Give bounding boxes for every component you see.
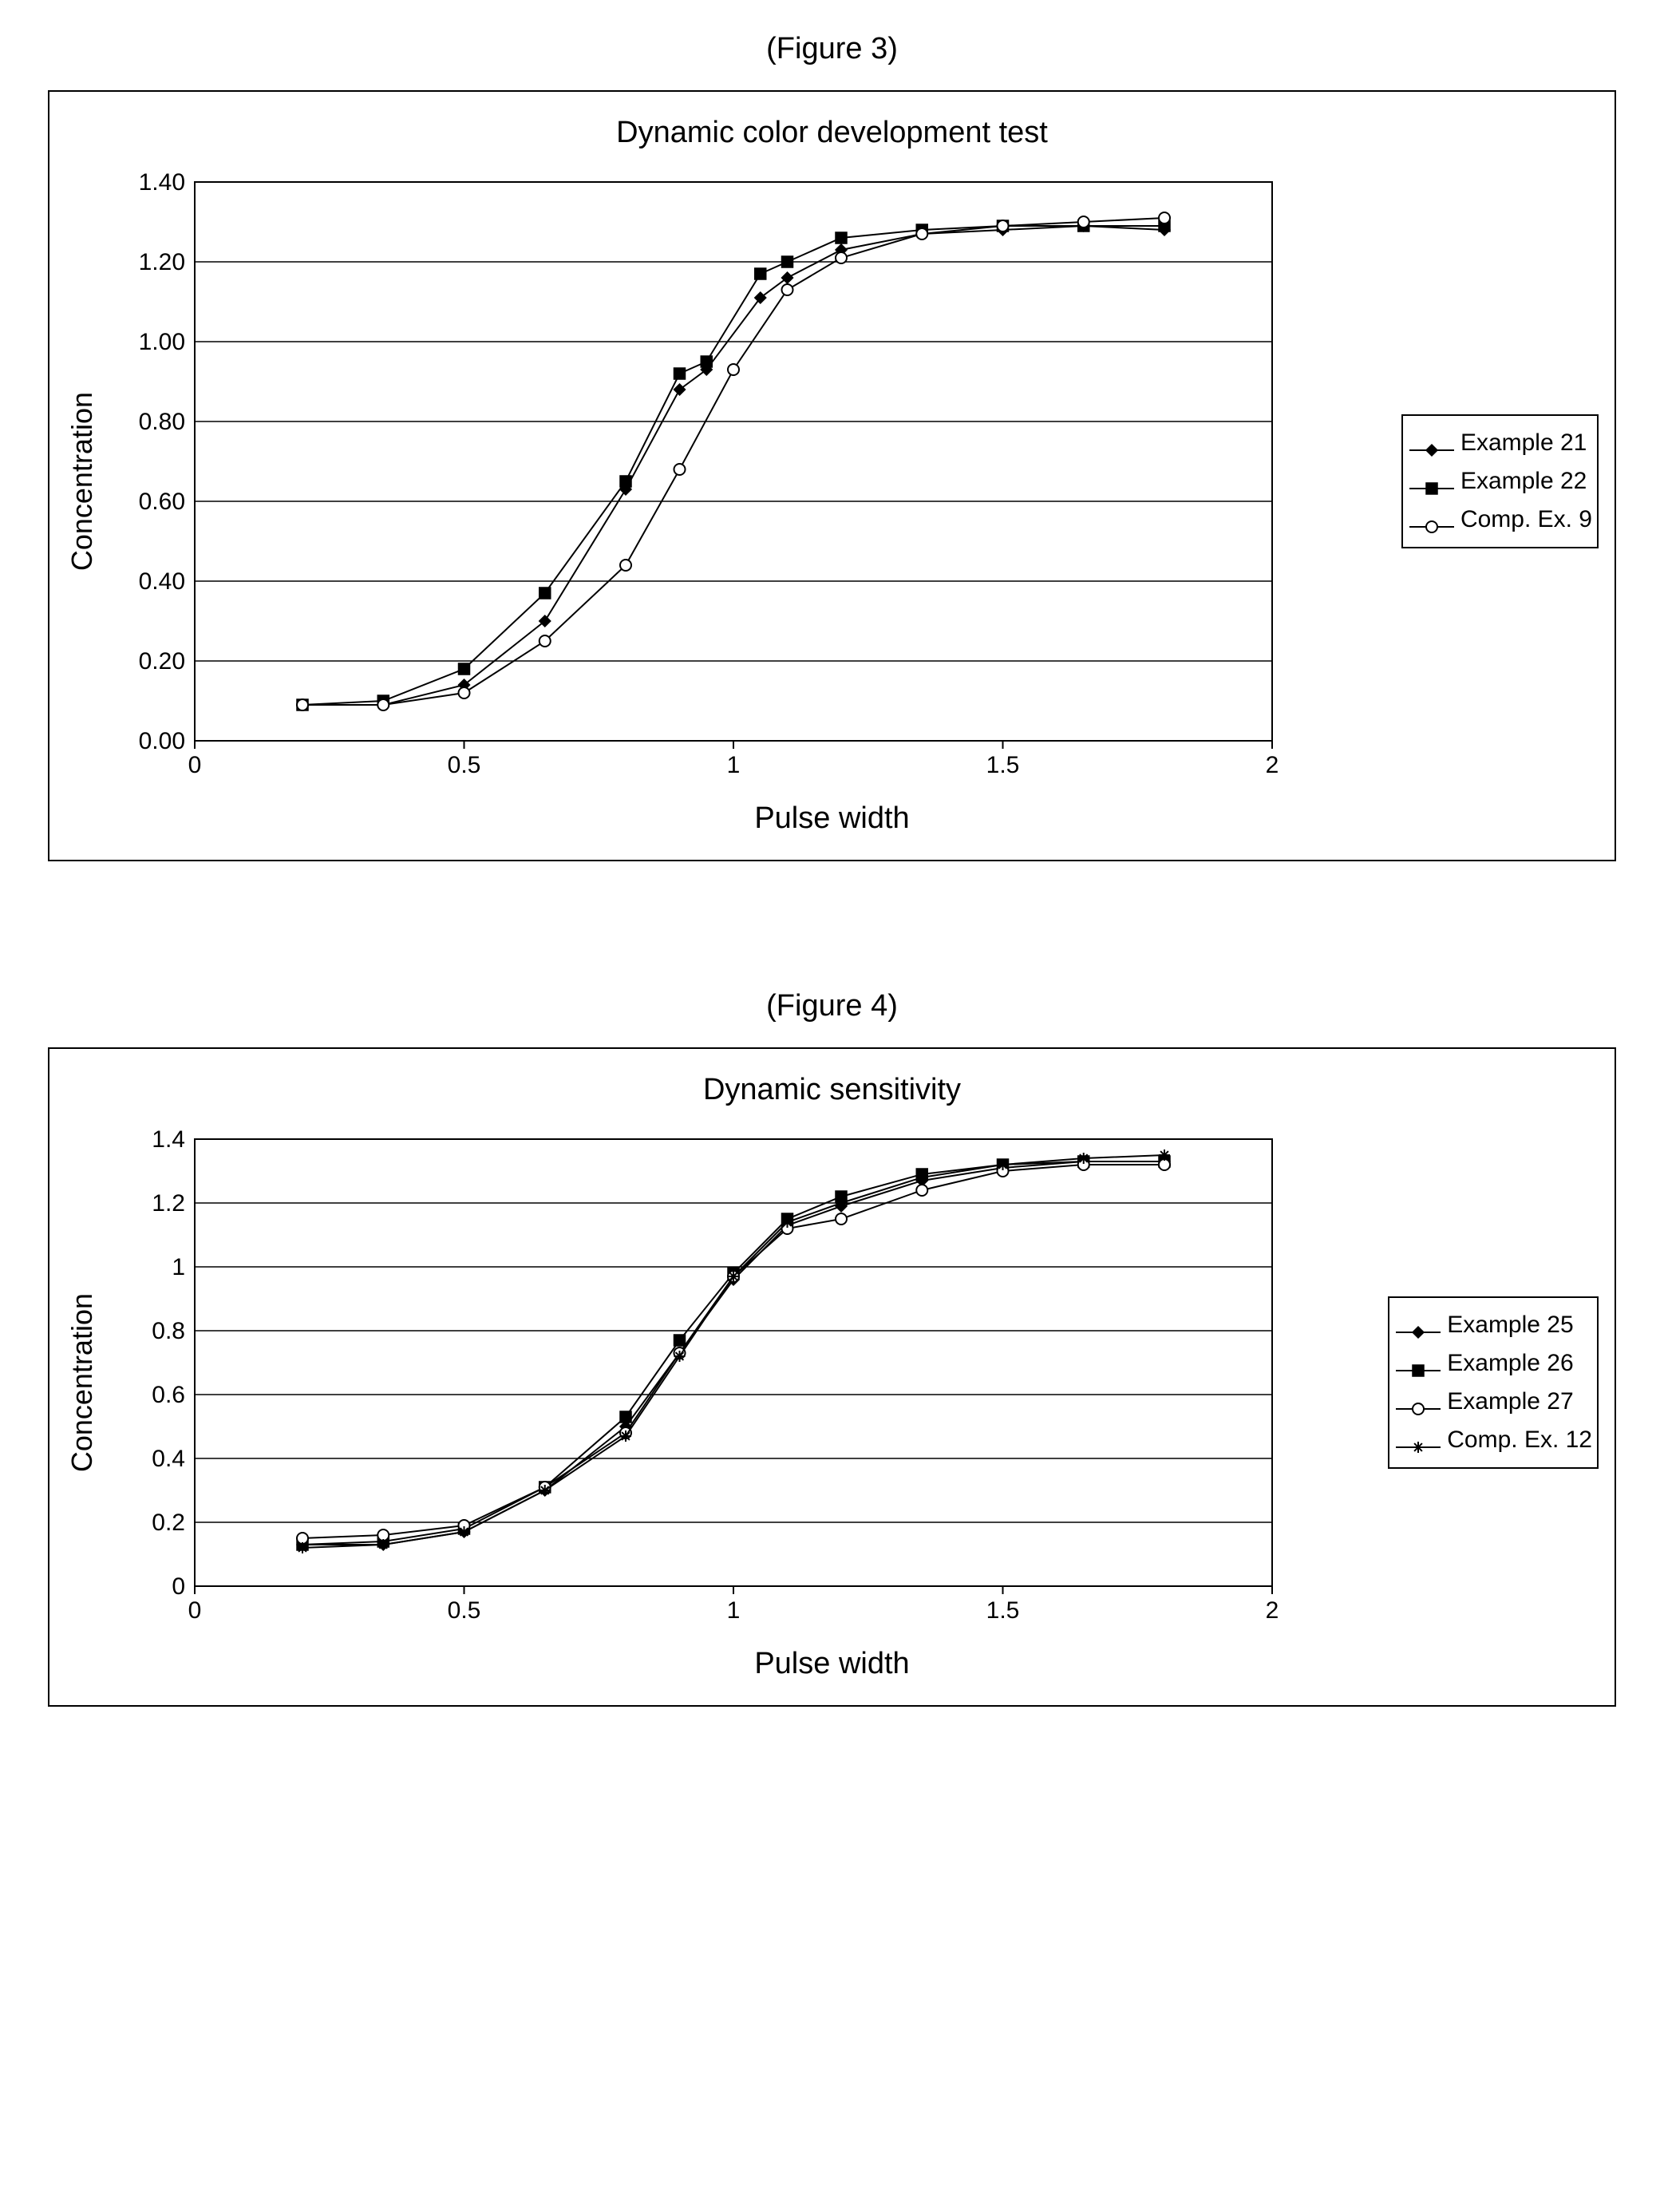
svg-text:1.5: 1.5 — [986, 1597, 1020, 1624]
figure-block: (Figure 4) Dynamic sensitivity Concentrati… — [48, 989, 1616, 1707]
legend-item: Example 27 — [1394, 1383, 1592, 1421]
legend-item: Example 21 — [1408, 424, 1592, 462]
legend-label: Example 26 — [1447, 1344, 1573, 1383]
figure-caption: (Figure 4) — [48, 989, 1616, 1023]
chart-title: Dynamic sensitivity — [703, 1073, 961, 1107]
legend-marker-icon — [1394, 1316, 1442, 1335]
chart-row: Concentration 0.00 0.20 0.40 0.60 0.80 1.00 1.2… — [65, 166, 1599, 797]
figure-block: (Figure 3) Dynamic color development test… — [48, 32, 1616, 861]
svg-text:1.5: 1.5 — [986, 752, 1020, 778]
legend-item: Comp. Ex. 12 — [1394, 1421, 1592, 1459]
svg-text:0: 0 — [172, 1573, 185, 1600]
legend-item: Comp. Ex. 9 — [1408, 501, 1592, 539]
legend-marker-icon — [1394, 1354, 1442, 1373]
svg-text:0: 0 — [188, 1597, 202, 1624]
svg-text:2: 2 — [1266, 752, 1279, 778]
legend-marker-icon — [1394, 1430, 1442, 1450]
svg-text:1.20: 1.20 — [139, 249, 185, 275]
chart-frame: Dynamic color development test Concentrat… — [48, 90, 1616, 861]
y-axis-label: Concentration — [65, 1293, 99, 1472]
svg-text:1.00: 1.00 — [139, 329, 185, 355]
legend-item: Example 22 — [1408, 462, 1592, 501]
svg-text:0.4: 0.4 — [152, 1446, 185, 1472]
legend-label: Example 25 — [1447, 1306, 1573, 1344]
svg-text:1.4: 1.4 — [152, 1126, 185, 1153]
legend-label: Example 22 — [1460, 462, 1587, 501]
svg-text:0.2: 0.2 — [152, 1510, 185, 1536]
chart-legend: Example 21Example 22Comp. Ex. 9 — [1401, 414, 1599, 548]
svg-text:0.80: 0.80 — [139, 409, 185, 435]
legend-marker-icon — [1408, 472, 1456, 491]
legend-label: Example 21 — [1460, 424, 1587, 462]
svg-text:1.40: 1.40 — [139, 169, 185, 196]
svg-text:0.8: 0.8 — [152, 1318, 185, 1344]
svg-text:0.60: 0.60 — [139, 489, 185, 515]
chart-row: Concentration 0 0.2 0.4 0.6 0.8 1 1.2 1.4 0 0.5 1 1.… — [65, 1123, 1599, 1642]
x-axis-label: Pulse width — [65, 801, 1599, 836]
chart-plot: 0 0.2 0.4 0.6 0.8 1 1.2 1.4 0 0.5 1 1.5 2 — [107, 1123, 1372, 1642]
svg-text:0.40: 0.40 — [139, 568, 185, 595]
legend-marker-icon — [1408, 433, 1456, 453]
legend-item: Example 26 — [1394, 1344, 1592, 1383]
chart-frame: Dynamic sensitivityConcentration00.20.40… — [48, 1047, 1616, 1707]
svg-text:2: 2 — [1266, 1597, 1279, 1624]
svg-text:1: 1 — [172, 1254, 185, 1280]
legend-marker-icon — [1394, 1392, 1442, 1411]
y-axis-label: Concentration — [65, 392, 99, 571]
chart-plot: 0.00 0.20 0.40 0.60 0.80 1.00 1.20 1.40 0 0.5 1 1.5… — [107, 166, 1385, 797]
svg-text:0.5: 0.5 — [448, 752, 481, 778]
legend-item: Example 25 — [1394, 1306, 1592, 1344]
svg-text:0: 0 — [188, 752, 202, 778]
figure-caption: (Figure 3) — [48, 32, 1616, 66]
legend-label: Comp. Ex. 12 — [1447, 1421, 1592, 1459]
x-axis-label: Pulse width — [65, 1647, 1599, 1681]
legend-label: Comp. Ex. 9 — [1460, 501, 1592, 539]
svg-text:0.00: 0.00 — [139, 728, 185, 754]
svg-text:1: 1 — [727, 1597, 741, 1624]
svg-text:0.20: 0.20 — [139, 648, 185, 675]
svg-text:0.5: 0.5 — [448, 1597, 481, 1624]
legend-marker-icon — [1408, 510, 1456, 529]
chart-title: Dynamic color development test — [616, 116, 1048, 150]
svg-text:1.2: 1.2 — [152, 1190, 185, 1217]
legend-label: Example 27 — [1447, 1383, 1573, 1421]
chart-legend: Example 25Example 26Example 27Comp. Ex. … — [1388, 1296, 1599, 1469]
svg-text:1: 1 — [727, 752, 741, 778]
svg-text:0.6: 0.6 — [152, 1382, 185, 1408]
